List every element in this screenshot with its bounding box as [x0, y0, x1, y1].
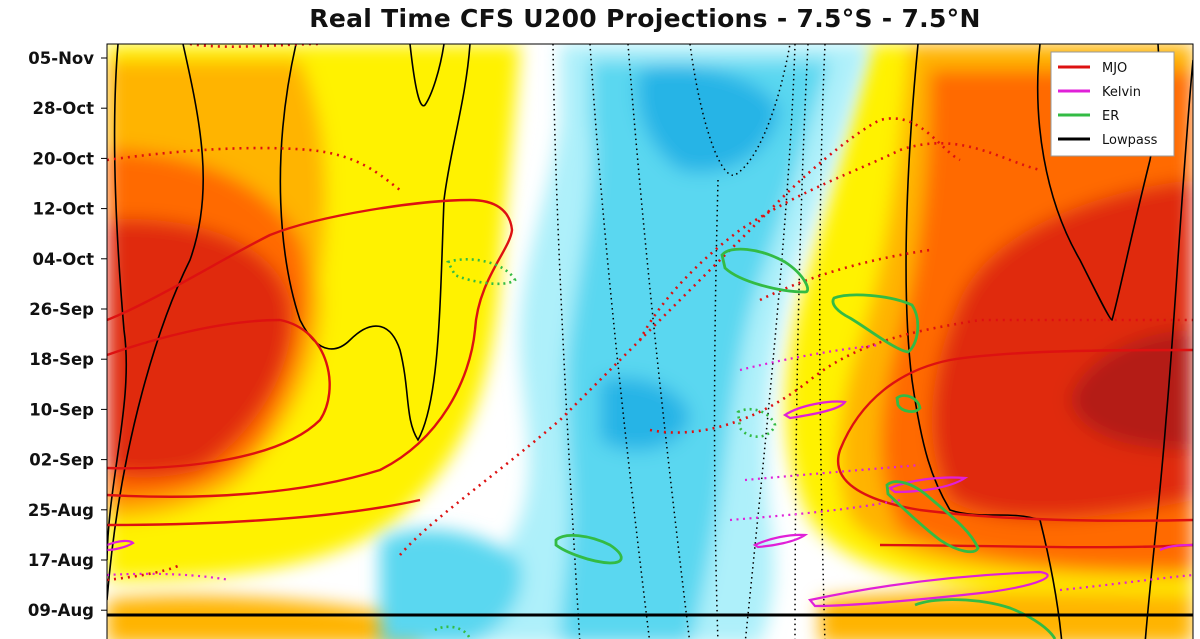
lowpass-contour-1: [107, 44, 128, 561]
chart-title: Real Time CFS U200 Projections - 7.5°S -…: [309, 4, 981, 33]
lowpass-contour-7: [1144, 59, 1193, 639]
negative-anomaly-shading: [380, 44, 870, 639]
warm-core-east-deep: [1070, 330, 1193, 450]
kelvin-dotted-3: [729, 498, 901, 522]
er-negative-contours: [434, 258, 777, 639]
er-contour-3: [895, 394, 922, 413]
mjo-contour-west-lower: [107, 498, 421, 527]
mjo-dotted-7: [107, 563, 181, 582]
mjo-dotted-1: [399, 117, 961, 556]
er-dotted-1: [446, 258, 517, 286]
y-tick-label: 02-Sep: [29, 451, 94, 470]
plot-frame: [106, 43, 1194, 639]
mjo-negative-contours: [107, 44, 1193, 582]
kelvin-contour-5: [107, 539, 135, 552]
cool-band-core: [560, 60, 830, 639]
kelvin-contour-1: [782, 400, 847, 420]
mjo-contour-west-inner: [107, 318, 331, 470]
er-contours: [554, 247, 1057, 639]
lowpass-contour-4: [409, 44, 445, 107]
er-contour-5: [554, 534, 623, 565]
y-axis: 05-Nov 28-Oct 20-Oct 12-Oct 04-Oct 26-Sep 18-S…: [28, 49, 107, 620]
lowpass-dotted-6: [794, 44, 809, 639]
kelvin-contour-4: [807, 570, 1049, 608]
er-contour-2: [831, 293, 920, 354]
mjo-contours: [107, 198, 1193, 549]
chart-legend: MJO Kelvin ER Lowpass: [1050, 51, 1175, 157]
er-contour-4: [885, 480, 980, 554]
kelvin-contour-2: [752, 533, 809, 549]
lowpass-dotted-8: [713, 179, 719, 639]
y-tick-label: 17-Aug: [28, 551, 94, 570]
mjo-contour-east: [837, 348, 1193, 522]
y-tick-label: 26-Sep: [29, 300, 94, 319]
cool-patch-west-lower: [380, 529, 522, 639]
legend-label-mjo: MJO: [1102, 61, 1127, 76]
kelvin-dotted-5: [1059, 573, 1193, 592]
mjo-contour-west-outer: [107, 198, 514, 498]
cool-patch-north: [637, 66, 780, 173]
plot-area: [107, 44, 1193, 639]
er-dotted-2: [736, 407, 777, 438]
kelvin-contours: [107, 400, 1193, 608]
legend-label-kelvin: Kelvin: [1102, 85, 1141, 100]
er-contour-6: [914, 598, 1057, 639]
warm-core-west: [107, 219, 292, 478]
y-tick-label: 18-Sep: [29, 350, 94, 369]
mjo-dotted-5: [107, 146, 401, 192]
y-tick-label: 12-Oct: [32, 200, 94, 219]
er-dotted-3: [434, 625, 472, 639]
kelvin-negative-contours: [107, 343, 1193, 592]
er-contour-1: [720, 247, 810, 294]
lowpass-negative-contours: [552, 44, 826, 639]
y-tick-label: 28-Oct: [32, 99, 94, 118]
cool-patch-mid: [600, 377, 690, 451]
y-tick-label: 20-Oct: [32, 149, 94, 168]
y-tick-label: 04-Oct: [32, 250, 94, 269]
kelvin-dotted-2: [744, 463, 921, 482]
lowpass-contour-5: [905, 44, 1063, 639]
mjo-contour-east-lower: [879, 543, 1193, 549]
kelvin-dotted-1: [739, 343, 881, 372]
y-tick-label: 09-Aug: [28, 601, 94, 620]
y-tick-label: 25-Aug: [28, 501, 94, 520]
legend-label-lowpass: Lowpass: [1102, 133, 1158, 148]
lowpass-contour-2: [107, 44, 205, 601]
y-tick-label: 10-Sep: [29, 400, 94, 419]
legend-label-er: ER: [1102, 109, 1119, 124]
lowpass-dotted-4: [689, 44, 791, 176]
lowpass-dotted-7: [819, 44, 826, 639]
y-tick-label: 05-Nov: [28, 49, 94, 68]
warm-patch-bottom-left: [107, 596, 420, 639]
kelvin-contour-3: [887, 476, 969, 494]
kelvin-contour-6: [1159, 543, 1193, 552]
lowpass-dotted-1: [552, 44, 581, 639]
